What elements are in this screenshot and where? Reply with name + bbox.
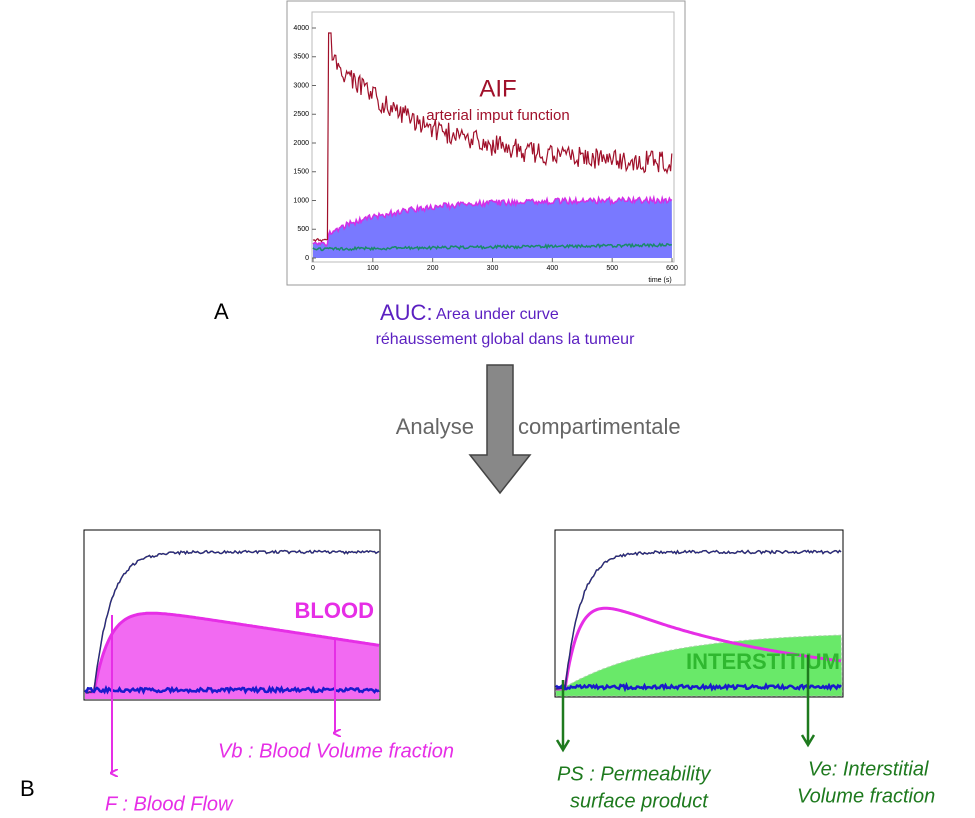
baseline-curve	[555, 681, 842, 693]
pointer-arrow	[555, 680, 571, 753]
region-label: INTERSTITIUM	[686, 649, 840, 674]
annotation: Vb : Blood Volume fraction	[218, 740, 454, 762]
region-label: BLOOD	[295, 598, 374, 623]
y-tick-label: 0	[305, 255, 309, 262]
annotation: F : Blood Flow	[105, 793, 234, 815]
chart-subtitle: arterial imput function	[426, 107, 569, 124]
auc-prefix: AUC:	[380, 300, 433, 325]
auc-edge	[312, 194, 673, 248]
fit-curve	[84, 549, 380, 694]
annotation: Ve: Interstitial	[808, 758, 929, 780]
blood-curve	[556, 606, 842, 691]
annotation: surface product	[570, 790, 709, 812]
x-tick-label: 100	[367, 265, 379, 272]
x-axis-label: time (s)	[648, 277, 671, 284]
panel-label: A	[214, 299, 229, 324]
y-tick-label: 1000	[293, 197, 309, 204]
y-tick-label: 3500	[293, 54, 309, 61]
curves	[312, 32, 673, 258]
auc-note: réhaussement global dans la tumeur	[376, 331, 635, 348]
arrow	[468, 364, 532, 495]
curves	[84, 549, 843, 699]
x-tick-label: 500	[606, 265, 618, 272]
chart-title: AIF	[479, 75, 516, 102]
arrow-label: Analyse	[396, 414, 474, 439]
x-tick-label: 400	[546, 265, 558, 272]
y-tick-label: 1500	[293, 169, 309, 176]
x-tick-label: 0	[311, 265, 315, 272]
baseline-curve	[84, 684, 380, 695]
y-tick-label: 4000	[293, 25, 309, 32]
annotation: Volume fraction	[797, 785, 935, 807]
x-tick-label: 600	[666, 265, 678, 272]
y-tick-label: 2500	[293, 111, 309, 118]
auc-text: Area under curve	[436, 306, 559, 323]
y-tick-label: 500	[297, 226, 309, 233]
y-tick-label: 3000	[293, 82, 309, 89]
baseline-curve	[312, 242, 672, 252]
arrow-label: compartimentale	[518, 414, 681, 439]
annotation: PS : Permeability	[557, 763, 711, 785]
aif-curve	[312, 32, 673, 243]
ticks: 0 500 1000 1500 2000 2500 3000 3500 4000 0 100 200 3…	[293, 25, 678, 272]
fit-curve	[555, 549, 842, 691]
blood-curve	[85, 611, 380, 694]
auc-area	[313, 197, 672, 258]
pointer-arrow	[800, 655, 816, 748]
x-tick-label: 200	[427, 265, 439, 272]
panel-label: B	[20, 776, 35, 801]
y-tick-label: 2000	[293, 140, 309, 147]
x-tick-label: 300	[487, 265, 499, 272]
